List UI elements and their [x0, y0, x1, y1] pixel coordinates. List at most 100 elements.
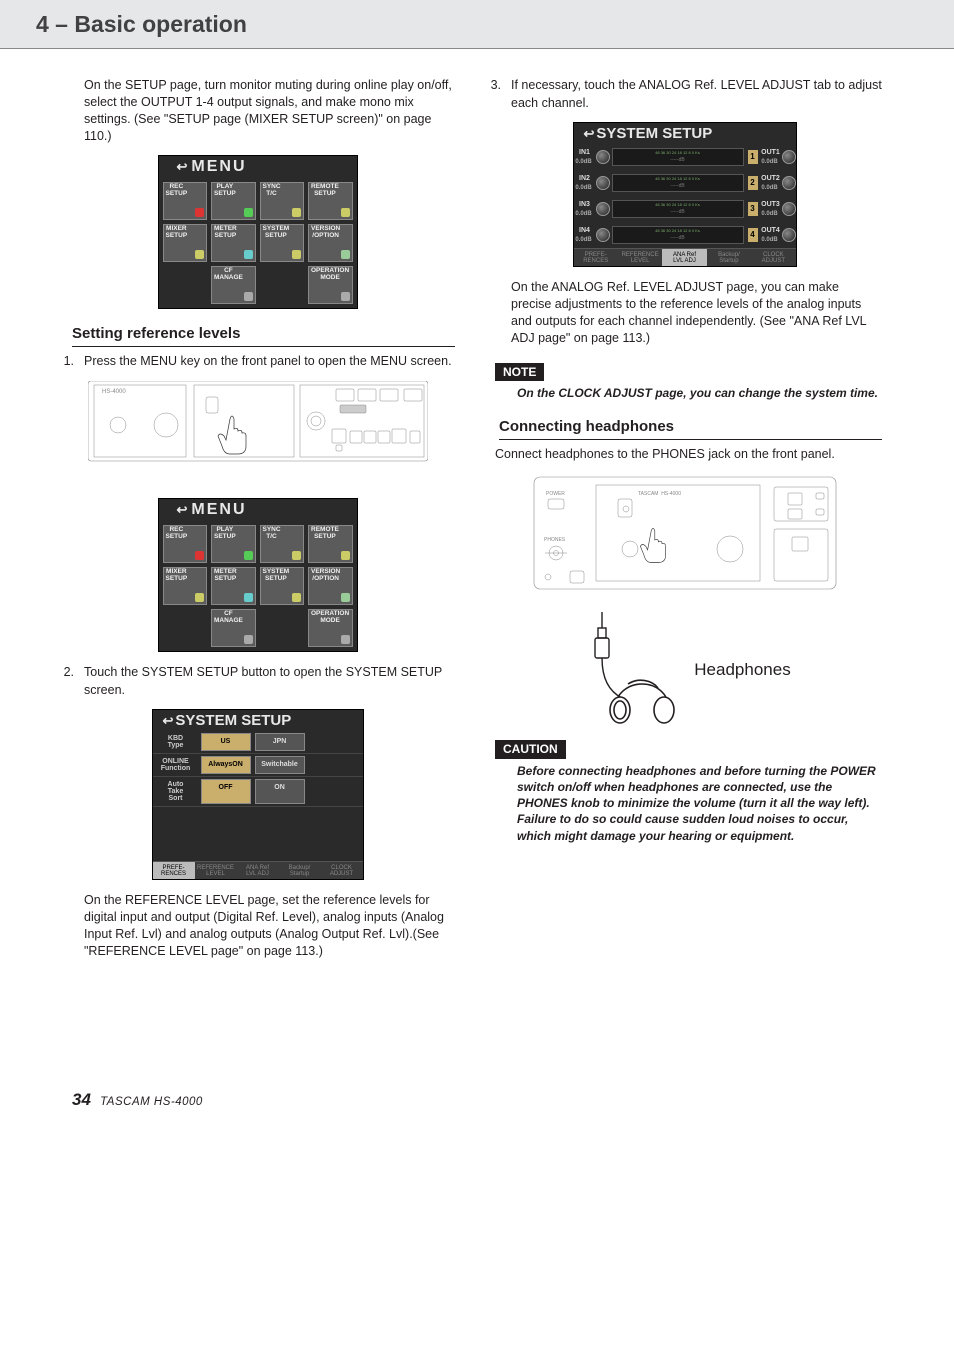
knob-icon — [596, 228, 610, 242]
panel-brand-label: TASCAM HS-4000 — [638, 491, 681, 497]
system-setup-tab: CLOCK ADJUST — [321, 861, 363, 879]
menu-button: CF MANAGE — [211, 266, 256, 304]
headphone-panel-svg: POWER TASCAM HS-4000 — [530, 473, 840, 593]
menu-button: OPERATION MODE — [308, 266, 353, 304]
system-setup-row: KBD TypeUSJPN — [153, 731, 363, 754]
knob-icon — [782, 176, 796, 190]
analog-channel-row: IN30.0dB48 36 30 24 18 12 6 0 Ks-----dB3… — [574, 196, 796, 222]
system-setup-option: AlwaysON — [201, 756, 251, 774]
right-column: 3. If necessary, touch the ANALOG Ref. L… — [487, 77, 882, 968]
menu-screenshot: ↩MENU REC SETUPPLAY SETUPSYNC T/CREMOTE … — [158, 498, 358, 652]
system-setup-tab: REFERENCE LEVEL — [195, 861, 237, 879]
note-body: On the CLOCK ADJUST page, you can change… — [517, 385, 882, 401]
system-setup-tab: REFERENCE LEVEL — [618, 248, 662, 266]
svg-text:PHONES: PHONES — [544, 537, 566, 543]
chapter-title: 4 – Basic operation — [36, 8, 954, 40]
system-setup-option: Switchable — [255, 756, 305, 774]
front-panel-svg: HS-4000 — [88, 381, 428, 481]
step-number: 1. — [60, 353, 74, 371]
step-text: Touch the SYSTEM SETUP button to open th… — [84, 664, 455, 699]
menu-button: PLAY SETUP — [211, 525, 256, 563]
section-heading-headphones: Connecting headphones — [499, 416, 882, 440]
menu-button: PLAY SETUP — [211, 182, 256, 220]
system-setup-option: ON — [255, 779, 305, 804]
caution-body: Before connecting headphones and before … — [517, 763, 882, 844]
menu-button: MIXER SETUP — [163, 224, 208, 262]
analog-ref-figure: ↩SYSTEM SETUP IN10.0dB48 36 30 24 18 12 … — [487, 122, 882, 267]
intro-paragraph: On the SETUP page, turn monitor muting d… — [84, 77, 455, 145]
menu-figure-2: ↩MENU REC SETUPPLAY SETUPSYNC T/CREMOTE … — [60, 498, 455, 652]
analog-channel-row: IN40.0dB48 36 30 24 18 12 6 0 Ks-----dB4… — [574, 222, 796, 248]
hand-pointer-icon — [640, 528, 665, 562]
menu-button: REMOTE SETUP — [308, 525, 353, 563]
system-setup-tab: PREFE- RENCES — [153, 861, 195, 879]
knob-icon — [596, 150, 610, 164]
menu-button: CF MANAGE — [211, 609, 256, 647]
system-setup-tab: Backup/ Startup — [279, 861, 321, 879]
system-setup-option: JPN — [255, 733, 305, 751]
knob-icon — [596, 202, 610, 216]
system-setup-screenshot: ↩SYSTEM SETUP KBD TypeUSJPNONLINE Functi… — [152, 709, 364, 880]
menu-button: VERSION /OPTION — [308, 567, 353, 605]
menu-title: ↩MENU — [159, 156, 357, 178]
product-name: TASCAM HS-4000 — [100, 1096, 203, 1108]
system-setup-row: Auto Take SortOFFON — [153, 777, 363, 807]
caution-tag: CAUTION — [495, 740, 566, 759]
menu-button: OPERATION MODE — [308, 609, 353, 647]
system-setup-option: US — [201, 733, 251, 751]
system-setup-tab: ANA Ref LVL ADJ — [662, 248, 706, 266]
system-setup-option: OFF — [201, 779, 251, 804]
menu-button: REMOTE SETUP — [308, 182, 353, 220]
system-setup-row: ONLINE FunctionAlwaysONSwitchable — [153, 754, 363, 777]
menu-button: REC SETUP — [163, 182, 208, 220]
system-setup-tab: PREFE- RENCES — [574, 248, 618, 266]
headphone-panel-figure: POWER TASCAM HS-4000 — [487, 473, 882, 599]
headphones-illustration — [578, 610, 688, 730]
menu-button: VERSION /OPTION — [308, 224, 353, 262]
left-column: On the SETUP page, turn monitor muting d… — [60, 77, 455, 968]
page-footer: 34 TASCAM HS-4000 — [0, 1088, 954, 1140]
reference-paragraph: On the REFERENCE LEVEL page, set the ref… — [84, 892, 455, 960]
step-number: 3. — [487, 77, 501, 112]
page-number: 34 — [72, 1090, 91, 1109]
knob-icon — [596, 176, 610, 190]
menu-button: SYNC T/C — [260, 525, 305, 563]
menu-button: MIXER SETUP — [163, 567, 208, 605]
knob-icon — [782, 150, 796, 164]
menu-figure-1: ↩MENU REC SETUPPLAY SETUPSYNC T/CREMOTE … — [60, 155, 455, 309]
knob-icon — [782, 228, 796, 242]
headphones-paragraph: Connect headphones to the PHONES jack on… — [495, 446, 882, 463]
analog-ref-screenshot: ↩SYSTEM SETUP IN10.0dB48 36 30 24 18 12 … — [573, 122, 797, 267]
menu-screenshot: ↩MENU REC SETUPPLAY SETUPSYNC T/CREMOTE … — [158, 155, 358, 309]
menu-button: SYNC T/C — [260, 182, 305, 220]
menu-button: METER SETUP — [211, 224, 256, 262]
step-2: 2. Touch the SYSTEM SETUP button to open… — [60, 664, 455, 699]
system-setup-tab: Backup/ Startup — [707, 248, 751, 266]
content-columns: On the SETUP page, turn monitor muting d… — [0, 77, 954, 968]
analog-paragraph: On the ANALOG Ref. LEVEL ADJUST page, yo… — [511, 279, 882, 347]
menu-button: SYSTEM SETUP — [260, 567, 305, 605]
knob-icon — [782, 202, 796, 216]
headphones-label: Headphones — [694, 660, 790, 679]
system-setup-figure: ↩SYSTEM SETUP KBD TypeUSJPNONLINE Functi… — [60, 709, 455, 880]
system-setup-tab: ANA Ref LVL ADJ — [237, 861, 279, 879]
panel-model-label: HS-4000 — [102, 389, 126, 395]
hand-pointer-icon — [218, 416, 246, 454]
section-heading-ref-levels: Setting reference levels — [72, 323, 455, 347]
step-text: If necessary, touch the ANALOG Ref. LEVE… — [511, 77, 882, 112]
step-3: 3. If necessary, touch the ANALOG Ref. L… — [487, 77, 882, 112]
svg-text:POWER: POWER — [546, 491, 565, 497]
step-1: 1. Press the MENU key on the front panel… — [60, 353, 455, 371]
step-number: 2. — [60, 664, 74, 699]
menu-button: REC SETUP — [163, 525, 208, 563]
chapter-header: 4 – Basic operation — [0, 0, 954, 49]
system-setup-tab: CLOCK ADJUST — [751, 248, 795, 266]
analog-channel-row: IN10.0dB48 36 30 24 18 12 6 0 Ks-----dB1… — [574, 144, 796, 170]
front-panel-figure: HS-4000 — [60, 381, 455, 487]
menu-button: METER SETUP — [211, 567, 256, 605]
analog-channel-row: IN20.0dB48 36 30 24 18 12 6 0 Ks-----dB2… — [574, 170, 796, 196]
note-tag: NOTE — [495, 363, 544, 382]
step-text: Press the MENU key on the front panel to… — [84, 353, 455, 371]
menu-button: SYSTEM SETUP — [260, 224, 305, 262]
headphones-figure: Headphones — [487, 610, 882, 730]
